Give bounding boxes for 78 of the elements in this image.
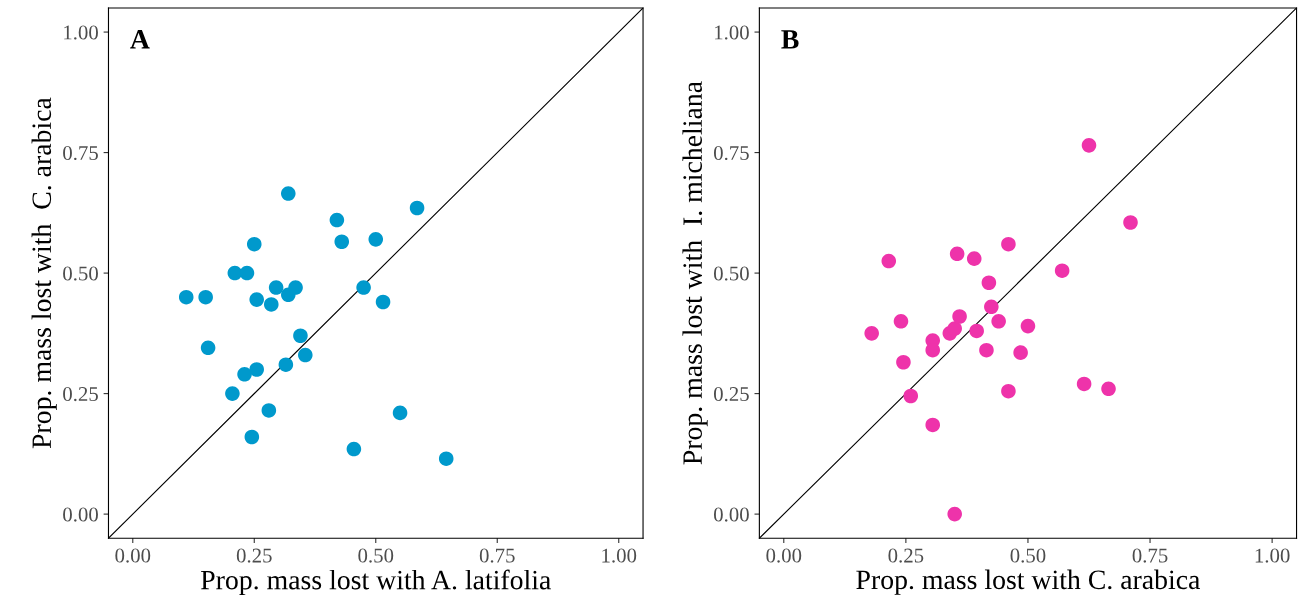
point	[392, 405, 408, 421]
point	[979, 342, 994, 358]
point	[409, 200, 425, 216]
point	[864, 326, 879, 341]
point	[334, 234, 350, 250]
point	[947, 506, 962, 522]
point	[237, 367, 252, 382]
point	[896, 354, 911, 370]
point	[1054, 263, 1070, 278]
point	[249, 292, 264, 307]
point	[1001, 383, 1016, 399]
y-tick-label: 0.75	[713, 145, 749, 161]
point	[991, 314, 1006, 329]
point	[246, 236, 262, 252]
x-tick-label: 0.00	[115, 548, 151, 563]
y-tick-label: 0.00	[63, 507, 98, 522]
y-axis-title: Prop. mass lost with C. arabica	[31, 97, 57, 449]
y-tick-label: 0.25	[713, 386, 749, 402]
x-tick-label: 0.25	[888, 548, 924, 563]
point	[1001, 236, 1016, 252]
x-tick-label: 1.00	[1255, 548, 1290, 563]
point	[903, 388, 919, 404]
x-tick-label: 0.75	[479, 548, 515, 563]
point	[984, 299, 999, 315]
point	[966, 251, 982, 266]
point	[281, 186, 296, 201]
x-tick-label: 0.25	[236, 548, 272, 563]
point	[1076, 376, 1092, 392]
point	[438, 451, 454, 466]
point	[356, 280, 371, 295]
x-axis-title: Prop. mass lost with C. arabica	[856, 569, 1200, 595]
x-tick-label: 1.00	[602, 548, 637, 563]
point	[329, 212, 345, 228]
point	[969, 323, 984, 339]
point	[893, 314, 909, 329]
point	[198, 289, 213, 305]
y-tick-label: 0.00	[713, 507, 749, 522]
point	[200, 340, 216, 356]
point	[244, 429, 260, 445]
point	[1020, 318, 1036, 334]
point	[346, 441, 362, 457]
point	[178, 289, 194, 305]
y-tick-label: 0.50	[713, 266, 749, 281]
y-tick-label: 0.75	[63, 145, 98, 161]
y-tick-label: 1.00	[715, 25, 749, 40]
point	[947, 321, 962, 336]
point	[249, 362, 264, 377]
x-tick-label: 0.50	[1010, 548, 1046, 563]
x-tick-label: 0.00	[766, 548, 802, 563]
y-tick-label: 0.50	[63, 266, 98, 281]
point	[949, 246, 965, 262]
annotation: A	[130, 30, 150, 49]
point	[1101, 381, 1116, 397]
point	[925, 417, 941, 433]
point	[264, 297, 279, 312]
y-tick-label: 1.00	[64, 25, 98, 40]
point	[293, 328, 308, 344]
point	[368, 232, 384, 247]
point	[278, 357, 294, 372]
annotation: B	[781, 30, 799, 49]
point	[239, 265, 255, 281]
y-axis-title: Prop. mass lost with I. micheliana	[682, 81, 708, 465]
point	[1013, 345, 1028, 360]
y-tick-label: 0.25	[63, 386, 98, 402]
x-axis-title: Prop. mass lost with A. latifolia	[201, 569, 551, 596]
point	[881, 253, 897, 269]
x-tick-label: 0.75	[1132, 548, 1168, 563]
point	[225, 386, 240, 401]
point	[288, 280, 303, 295]
point	[261, 403, 277, 418]
point	[1123, 215, 1138, 230]
point	[298, 347, 313, 363]
x-tick-label: 0.50	[358, 548, 394, 563]
point	[981, 275, 997, 291]
point	[1081, 138, 1097, 153]
point	[952, 309, 967, 324]
point	[268, 280, 284, 295]
point	[375, 294, 391, 310]
